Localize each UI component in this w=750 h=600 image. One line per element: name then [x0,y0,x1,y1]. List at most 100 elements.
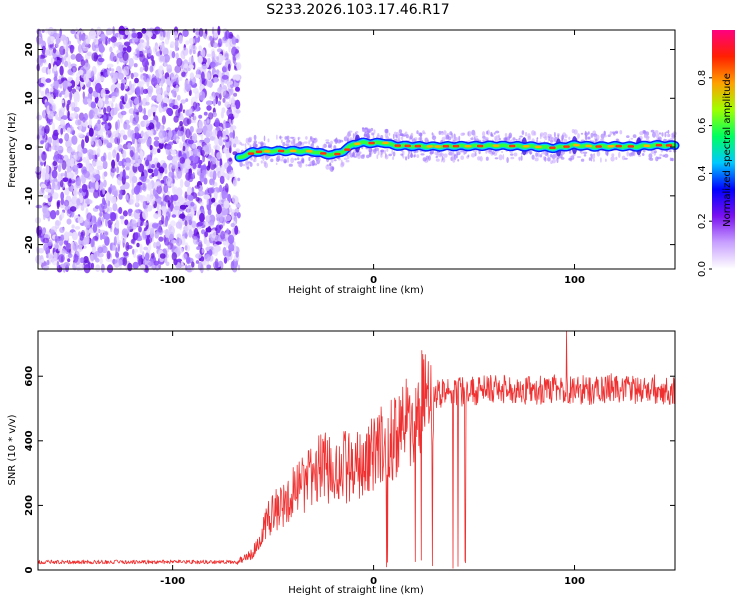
noise-speck [64,60,69,68]
halo-speck [413,154,416,158]
halo-speck [527,133,531,139]
halo-speck [443,130,447,135]
halo-speck [477,156,481,161]
noise-speck [146,204,153,212]
halo-speck [352,152,355,157]
halo-speck [313,138,316,141]
noise-speck [124,219,129,226]
noise-speck [94,96,99,104]
noise-speck [49,104,53,112]
colorbar-label: Normalized spectral amplitude [722,73,733,227]
noise-speck [118,206,123,215]
noise-speck [213,77,220,82]
halo-speck [422,157,427,162]
noise-speck [45,188,52,193]
noise-speck [174,38,179,49]
halo-speck [308,140,311,145]
noise-speck [96,139,103,148]
noise-speck [110,36,117,43]
noise-speck [166,154,173,161]
halo-speck [519,135,523,138]
halo-speck [600,138,604,141]
noise-speck [174,127,179,132]
noise-speck [198,45,202,51]
noise-speck [67,253,73,258]
halo-speck [398,129,403,134]
halo-speck [330,158,334,163]
halo-speck [282,142,286,147]
noise-speck [47,68,51,75]
noise-speck [165,78,171,85]
noise-speck [71,102,76,109]
noise-speck [156,94,163,103]
noise-speck [105,206,113,212]
halo-speck [262,155,265,162]
colorbar-tick-label: 0.8 [697,70,708,86]
noise-speck [79,257,85,264]
noise-speck [87,149,94,157]
noise-speck [61,77,65,82]
noise-speck [136,31,143,39]
noise-speck [70,185,74,193]
noise-speck [117,103,120,110]
halo-speck [493,132,496,135]
noise-speck [178,150,182,159]
noise-speck [205,131,211,138]
noise-speck [103,139,109,144]
noise-speck [211,229,217,239]
halo-speck [283,158,288,164]
noise-speck [91,52,99,62]
halo-speck [361,127,365,130]
halo-speck [288,163,293,167]
noise-speck [75,204,79,209]
noise-speck [66,146,73,154]
halo-speck [630,137,634,140]
noise-speck [132,72,139,78]
noise-speck [100,135,104,141]
noise-speck [151,233,154,239]
snr-series-line [37,330,676,569]
noise-speck [158,166,165,174]
noise-speck [151,59,155,67]
noise-speck [203,177,208,185]
halo-speck [534,157,539,162]
noise-speck [192,235,199,245]
noise-speck [198,114,203,119]
noise-speck [212,243,219,254]
noise-speck [94,122,101,132]
noise-speck [169,49,173,59]
noise-speck [94,44,100,49]
noise-speck [137,181,143,186]
noise-speck [99,210,102,220]
noise-speck [142,200,147,210]
noise-speck [88,118,93,129]
halo-speck [297,157,300,161]
noise-speck [45,265,50,270]
noise-speck [182,29,189,37]
halo-speck [539,133,542,140]
noise-speck [38,247,45,254]
noise-speck [63,231,70,241]
halo-speck [281,155,284,159]
halo-speck [650,129,655,133]
noise-speck [109,100,113,105]
noise-speck [155,194,159,200]
noise-speck [123,123,131,130]
noise-speck [187,195,194,201]
noise-speck [68,61,72,70]
halo-speck [392,151,396,157]
halo-speck [654,150,657,154]
noise-speck [147,85,154,95]
noise-speck [210,186,215,194]
halo-speck [371,132,375,136]
noise-speck [116,41,123,48]
noise-speck [55,244,59,249]
noise-speck [183,63,189,73]
halo-speck [380,153,383,158]
halo-speck [458,135,461,142]
noise-speck [52,160,58,167]
noise-speck [124,29,129,36]
noise-speck [172,104,179,110]
halo-speck [245,160,249,165]
noise-speck [95,264,101,273]
